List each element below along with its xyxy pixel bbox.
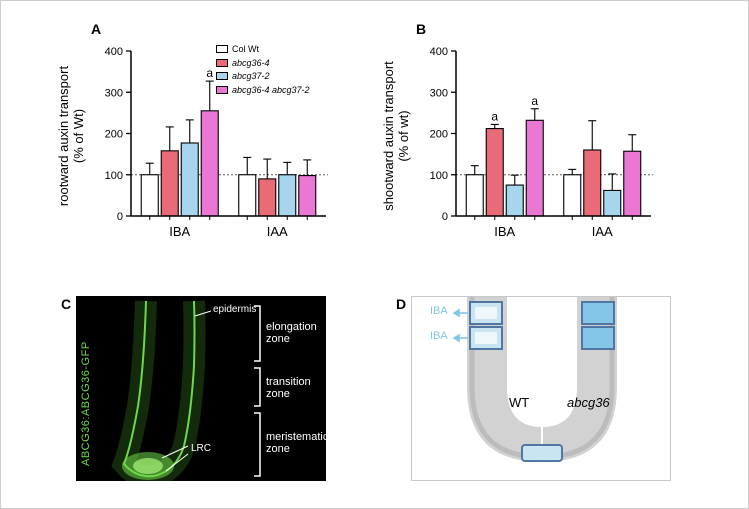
bar-IBA-abcg36 <box>161 151 178 216</box>
bar-IBA-col_wt <box>466 175 483 216</box>
sig-IBA-double: a <box>206 66 213 80</box>
bar-IBA-abcg36 <box>486 129 503 216</box>
legend-label-abcg37: abcg37-2 <box>232 70 270 83</box>
lrc-anno: LRC <box>191 443 211 454</box>
iba-arrowhead-2 <box>454 335 459 341</box>
meristematic-anno: meristematic zone <box>266 431 328 455</box>
reporter-label: ABCG36:ABCG36-GFP <box>80 326 92 466</box>
legend-swatch-colwt <box>216 45 228 53</box>
panel-b-label: B <box>416 21 426 37</box>
wt-cell-2-inner <box>475 332 497 344</box>
bar-IBA-abcg37 <box>181 143 198 216</box>
legend-label-abcg36: abcg36-4 <box>232 57 270 70</box>
ytick-label-100: 100 <box>105 170 123 182</box>
chart-b-ylabel-line2: (% of wt) <box>396 36 411 236</box>
model-svg <box>412 297 671 481</box>
bar-IBA-double <box>526 120 543 216</box>
wt-cell-1-inner <box>475 307 497 319</box>
legend-swatch-abcg37 <box>216 72 228 80</box>
chart-b: a a IBA IAA 0 100 200 300 400 <box>426 36 656 246</box>
tip-cell <box>522 445 562 461</box>
group-label-IAA: IAA <box>267 224 288 239</box>
sig-IBA-double: a <box>531 94 538 108</box>
elongation-anno: elongation zone <box>266 321 317 345</box>
ytick-label-200: 200 <box>430 129 448 141</box>
bar-chart-svg: a a IBA IAA 0 100 200 300 400 <box>426 36 656 246</box>
iba-arrowhead-1 <box>454 310 459 316</box>
wt-label: WT <box>509 395 529 410</box>
ytick-label-0: 0 <box>442 211 448 223</box>
mutant-label: abcg36 <box>567 395 610 410</box>
ytick-label-400: 400 <box>430 46 448 58</box>
root-glow <box>124 301 195 476</box>
bar-IBA-col_wt <box>141 175 158 216</box>
legend-label-double: abcg36-4 abcg37-2 <box>232 84 310 97</box>
bracket-transition <box>254 368 260 406</box>
iba-arrows <box>454 310 468 341</box>
chart-b-ylabel-line1: shootward auxin transport <box>381 36 396 236</box>
bracket-meristematic <box>254 413 260 476</box>
transition-anno: transition zone <box>266 376 311 400</box>
bar-IAA-abcg36 <box>584 150 601 216</box>
bar-IAA-abcg36 <box>259 179 276 216</box>
bar-IAA-col_wt <box>239 175 256 216</box>
group-label-IBA: IBA <box>494 224 515 239</box>
epidermis-anno: epidermis <box>213 304 256 315</box>
panel-c-microscopy: ABCG36:ABCG36-GFP epidermis elongation z… <box>76 296 326 481</box>
ytick-label-0: 0 <box>117 211 123 223</box>
bar-IAA-double <box>299 176 316 216</box>
group-label-IBA: IBA <box>169 224 190 239</box>
mut-cell-1 <box>582 302 614 324</box>
panel-c-label: C <box>61 296 71 312</box>
iba-label-1: IBA <box>430 305 448 317</box>
chart-legend: Col Wt abcg36-4 abcg37-2 abcg36-4 abcg37… <box>216 43 310 97</box>
legend-swatch-abcg36 <box>216 59 228 67</box>
chart-a-ylabel-line2: (% of Wt) <box>71 36 86 236</box>
lrc-signal-core <box>133 458 163 474</box>
group-label-IAA: IAA <box>592 224 613 239</box>
legend-row-abcg36: abcg36-4 <box>216 57 310 70</box>
bar-IAA-double <box>624 151 641 216</box>
chart-a-ylabel: rootward auxin transport (% of Wt) <box>56 36 86 236</box>
bar-IAA-abcg37 <box>604 190 621 216</box>
legend-row-colwt: Col Wt <box>216 43 310 56</box>
panel-d-label: D <box>396 296 406 312</box>
legend-swatch-double <box>216 86 228 94</box>
legend-row-double: abcg36-4 abcg37-2 <box>216 84 310 97</box>
ytick-label-300: 300 <box>105 87 123 99</box>
panel-a-label: A <box>91 21 101 37</box>
ytick-label-200: 200 <box>105 129 123 141</box>
ytick-label-100: 100 <box>430 170 448 182</box>
mut-cell-2 <box>582 327 614 349</box>
bar-IAA-abcg37 <box>279 175 296 216</box>
legend-row-abcg37: abcg37-2 <box>216 70 310 83</box>
ytick-label-300: 300 <box>430 87 448 99</box>
iba-label-2: IBA <box>430 330 448 342</box>
panel-d-model: IBA IBA WT abcg36 <box>411 296 671 481</box>
legend-label-colwt: Col Wt <box>232 43 259 56</box>
bar-IBA-double <box>201 111 218 216</box>
chart-a-ylabel-line1: rootward auxin transport <box>56 36 71 236</box>
chart-b-ylabel: shootward auxin transport (% of wt) <box>381 36 411 236</box>
bar-IBA-abcg37 <box>506 185 523 216</box>
ytick-label-400: 400 <box>105 46 123 58</box>
bar-IAA-col_wt <box>564 175 581 216</box>
sig-IBA-abcg36: a <box>491 109 498 123</box>
